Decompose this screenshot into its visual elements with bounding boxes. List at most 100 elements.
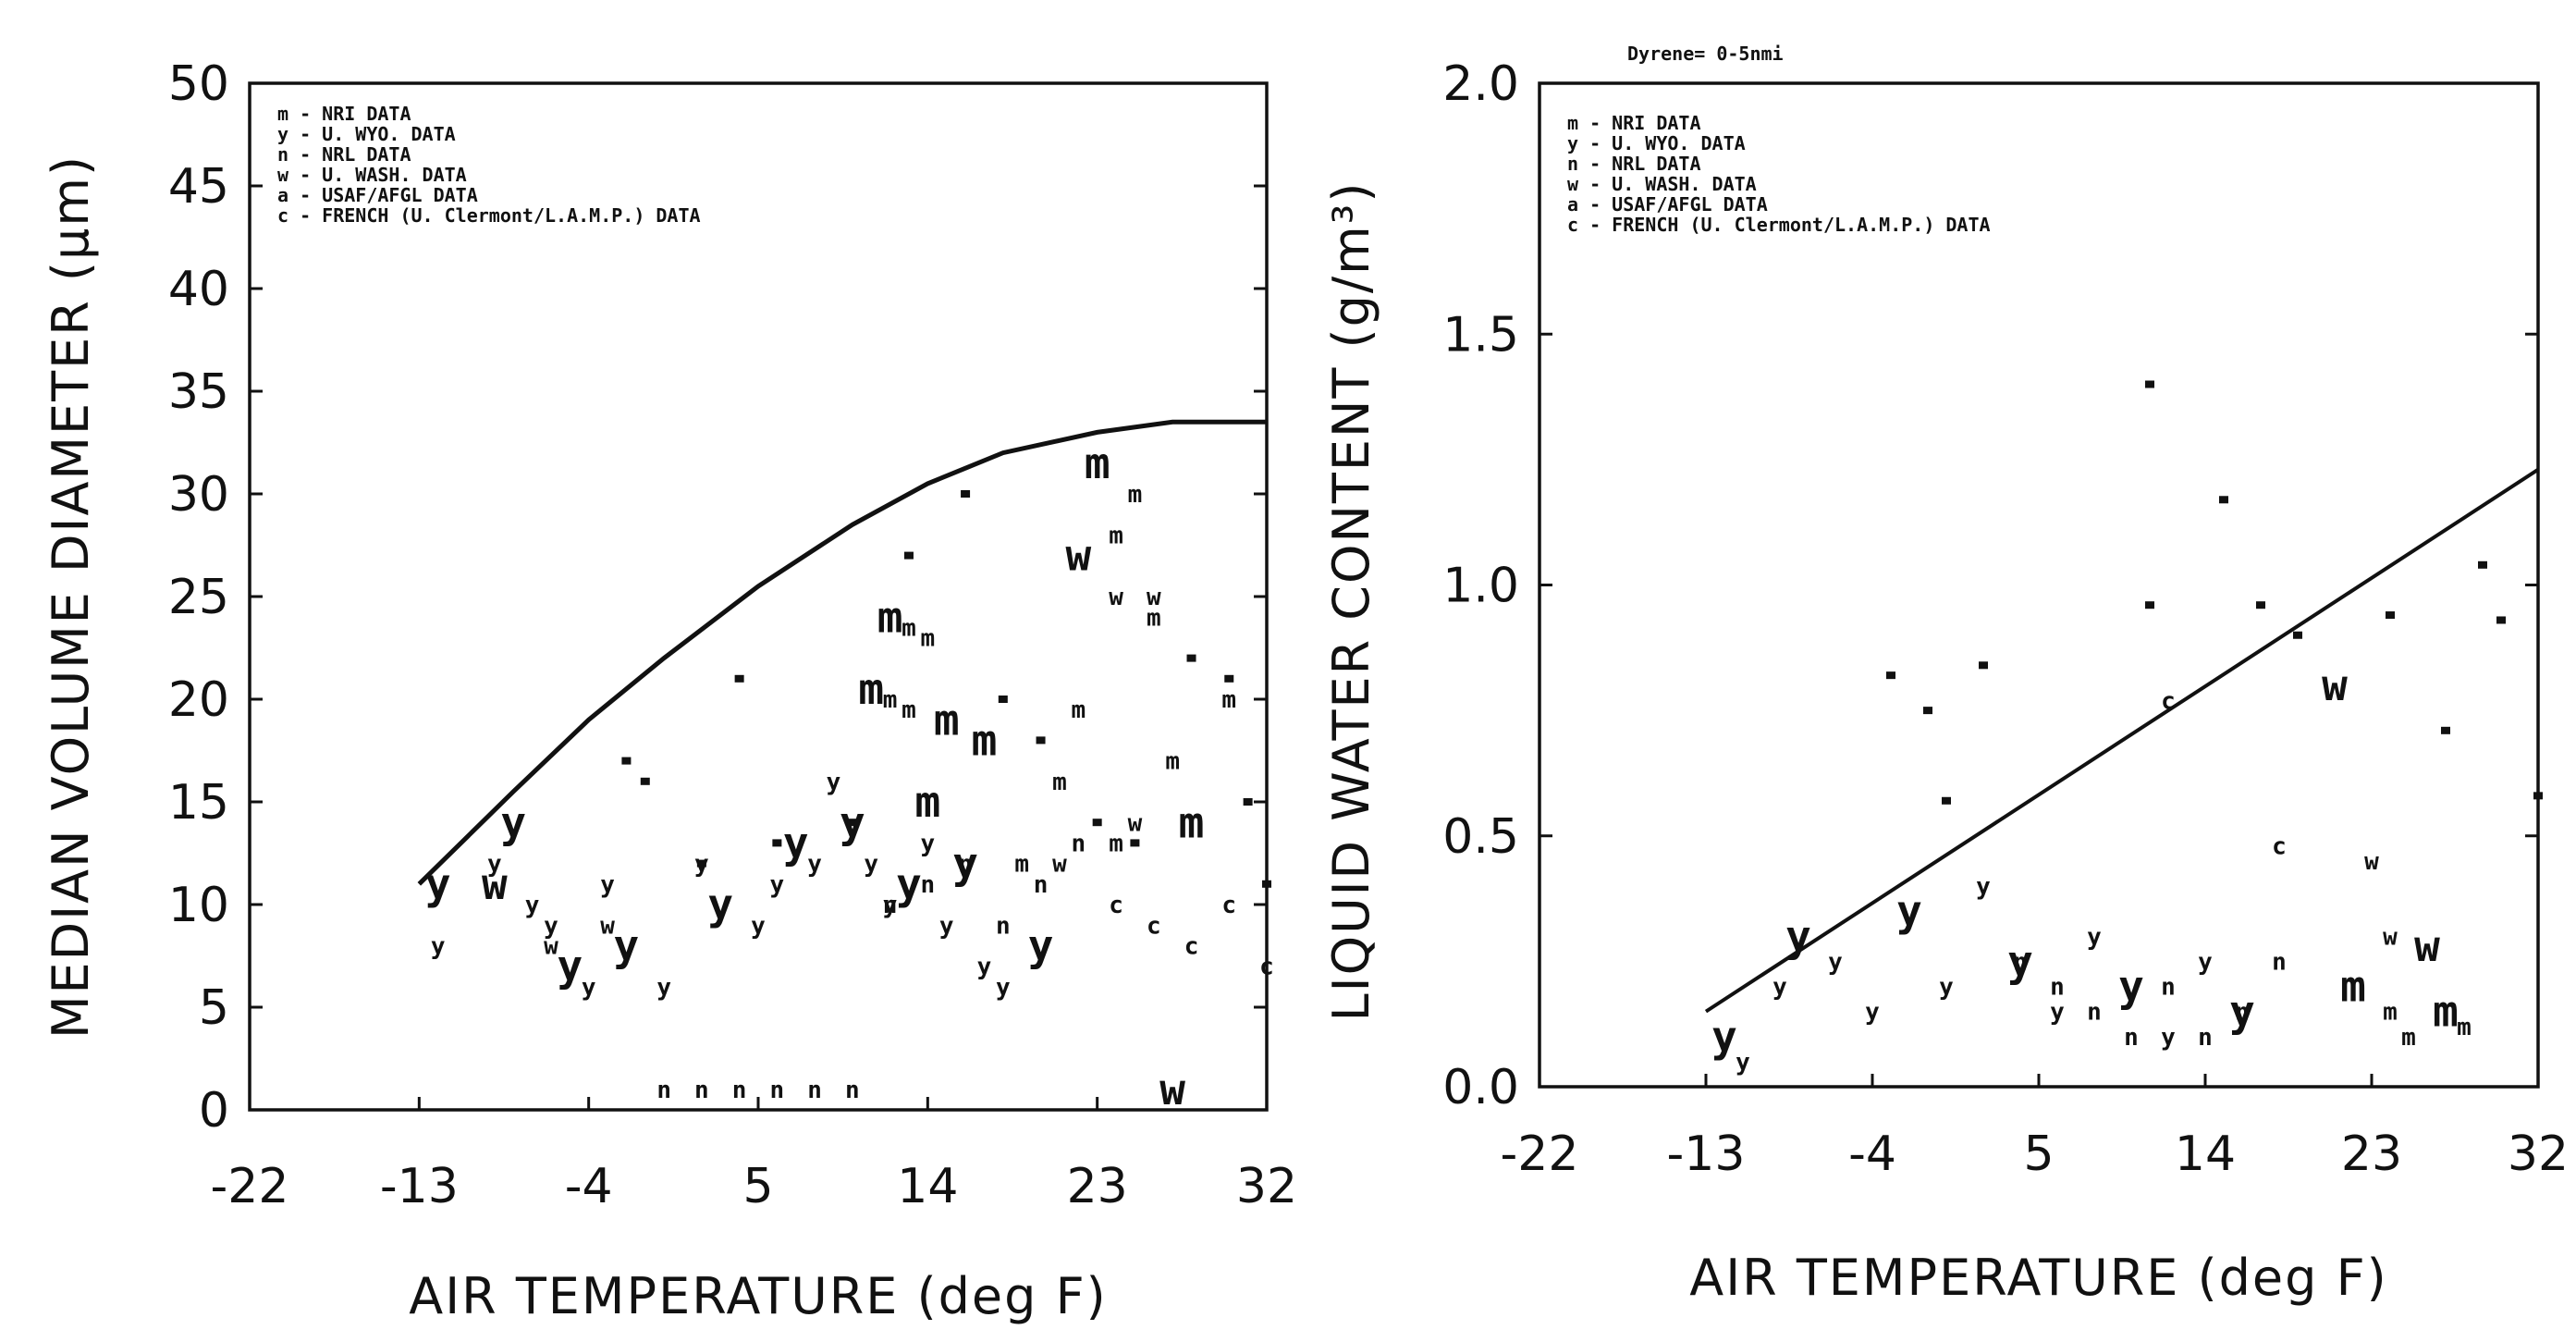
data-point: y: [807, 851, 822, 879]
data-point: [1130, 839, 1140, 847]
x-tick-label: -4: [565, 1159, 613, 1214]
data-point: y: [883, 892, 898, 919]
data-point: y: [1773, 974, 1787, 1002]
data-point: n: [807, 1077, 822, 1104]
data-point: y: [977, 954, 992, 981]
data-point: w: [544, 933, 558, 961]
data-point: m: [1071, 696, 1086, 724]
data-point: y: [1865, 999, 1880, 1027]
legend-entry: w - U. WASH. DATA: [1567, 173, 1757, 195]
data-point: [621, 757, 632, 765]
data-point: y: [1711, 1012, 1737, 1062]
data-point: [696, 859, 706, 868]
data-point: [2496, 616, 2506, 624]
data-point: m: [1128, 481, 1143, 509]
data-point: m: [2457, 1014, 2472, 1041]
data-point: n: [996, 912, 1011, 940]
data-point: y: [500, 797, 526, 847]
data-point: y: [431, 933, 446, 961]
data-point: y: [1828, 948, 1843, 976]
data-point: w: [1159, 1065, 1185, 1114]
data-point: [1224, 674, 1234, 683]
y-tick-label: 0.5: [1442, 809, 1519, 865]
y-tick-label: 50: [168, 56, 229, 112]
data-point: w: [1147, 584, 1161, 611]
data-point: n: [845, 1077, 860, 1104]
data-point: [1092, 819, 1102, 827]
data-point: n: [694, 1077, 709, 1104]
data-point: y: [1736, 1049, 1750, 1077]
data-point: y: [1939, 974, 1954, 1002]
data-point: n: [656, 1077, 671, 1104]
legend-entry: w - U. WASH. DATA: [277, 164, 467, 186]
data-point: [1243, 798, 1253, 806]
data-point: [1886, 671, 1895, 680]
data-point: n: [2050, 974, 2065, 1002]
data-point: [2441, 726, 2450, 734]
data-point: c: [1184, 933, 1199, 961]
data-point: m: [902, 696, 916, 724]
data-point: c: [1109, 892, 1123, 919]
data-point: y: [2229, 987, 2255, 1037]
x-tick-label: 14: [2175, 1127, 2236, 1182]
data-point: y: [2087, 923, 2102, 951]
data-point: y: [2007, 936, 2033, 986]
data-point: [1186, 654, 1196, 662]
data-point: y: [2161, 1024, 2176, 1052]
data-point: y: [544, 912, 558, 940]
legend-entry: c - FRENCH (U. Clermont/L.A.M.P.) DATA: [277, 204, 701, 227]
data-point: [2219, 496, 2228, 504]
data-point: n: [2235, 999, 2250, 1027]
data-point: y: [1896, 886, 1922, 936]
y-tick-label: 35: [168, 364, 229, 420]
data-point: [1262, 880, 1271, 888]
data-point: y: [1785, 911, 1811, 961]
y-tick-label: 15: [168, 775, 229, 831]
data-point: n: [770, 1077, 785, 1104]
data-point: [2533, 792, 2543, 800]
data-point: w: [600, 912, 615, 940]
data-point: y: [783, 819, 809, 868]
data-point: [2478, 560, 2487, 569]
data-point: y: [656, 974, 671, 1002]
x-axis-label-left: AIR TEMPERATURE (deg F): [409, 1267, 1107, 1325]
data-point: m: [1147, 604, 1161, 632]
x-tick-label: 5: [2023, 1127, 2054, 1182]
data-point: w: [2383, 923, 2398, 951]
data-point: m: [914, 777, 940, 827]
data-point: y: [600, 871, 615, 899]
data-point: [2386, 611, 2395, 620]
y-tick-label: 2.0: [1442, 56, 1519, 112]
legend-entry: m - NRI DATA: [277, 103, 411, 125]
data-point: [1942, 796, 1951, 805]
x-tick-label: 14: [897, 1159, 958, 1214]
x-tick-label: -22: [1501, 1127, 1579, 1182]
data-point: y: [921, 831, 936, 858]
data-point: m: [1109, 523, 1123, 550]
data-point: w: [1052, 851, 1067, 879]
data-point: m: [877, 592, 903, 642]
y-axis-label-right: LIQUID WATER CONTENT (g/m³): [1322, 181, 1380, 1022]
data-point: y: [896, 859, 922, 909]
x-tick-label: 32: [2508, 1127, 2569, 1182]
y-tick-label: 30: [168, 467, 229, 523]
data-point: m: [1052, 769, 1067, 796]
y-tick-label: 45: [168, 159, 229, 215]
data-point: y: [487, 851, 502, 879]
data-point: n: [883, 892, 898, 919]
chart-title-right: Dyrene= 0-5nmi: [1627, 43, 1784, 65]
data-point: m: [2401, 1024, 2416, 1052]
data-point: [2145, 380, 2154, 388]
legend-entry: y - U. WYO. DATA: [1567, 132, 1746, 154]
data-point: n: [2087, 999, 2102, 1027]
y-tick-label: 1.5: [1442, 307, 1519, 363]
data-point: y: [2198, 948, 2213, 976]
data-point: y: [1976, 873, 1991, 901]
data-point: n: [2272, 948, 2287, 976]
data-point: w: [482, 859, 508, 909]
data-point: m: [1179, 797, 1205, 847]
data-point: c: [1221, 892, 1236, 919]
data-point: [961, 490, 971, 498]
